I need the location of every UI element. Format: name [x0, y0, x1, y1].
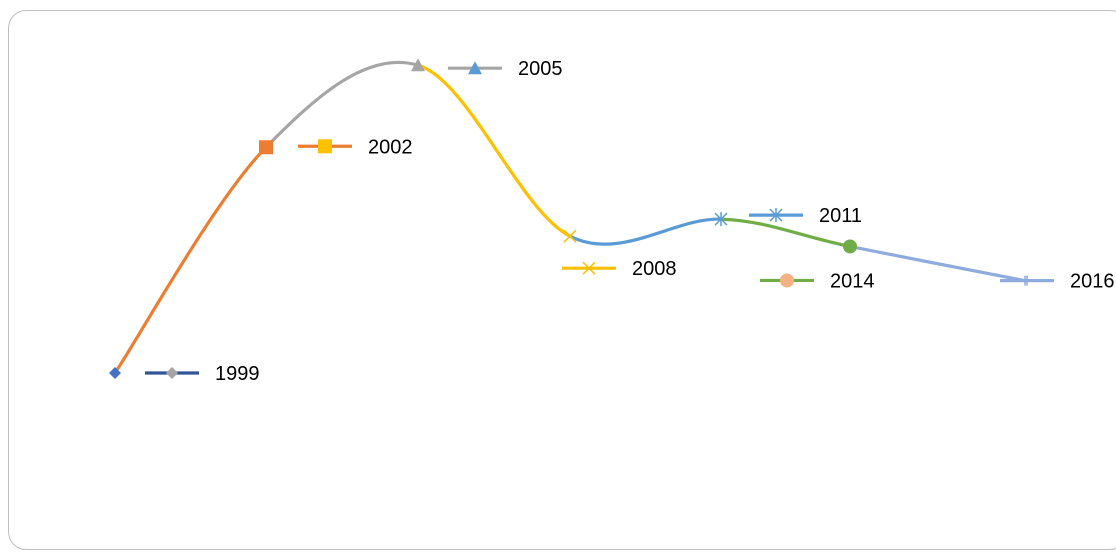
chart-frame	[8, 10, 1116, 550]
data-point-1999	[109, 367, 121, 379]
legend-marker-icon	[780, 273, 794, 288]
curve-segment-1999	[113, 145, 268, 375]
legend-entry-2008: 2008	[562, 258, 677, 280]
data-point-2005	[411, 58, 425, 72]
curve-segment-2011	[719, 217, 852, 249]
legend-entry-2005: 2005	[448, 58, 563, 80]
legend-marker-icon	[1022, 275, 1032, 286]
legend-label: 1999	[215, 363, 260, 385]
legend-label: 2008	[632, 258, 677, 280]
legend-entry-2002: 2002	[298, 136, 413, 158]
legend-entry-2016: 2016	[1000, 271, 1115, 293]
data-point-2011	[714, 212, 728, 227]
legend-marker-icon	[769, 208, 783, 223]
legend-marker-icon	[166, 367, 178, 379]
legend-label: 2002	[368, 136, 413, 158]
curve-segment-2008	[568, 217, 723, 246]
legend-entry-2014: 2014	[760, 270, 875, 292]
legend-label: 2005	[518, 58, 563, 80]
curve-segment-2002	[264, 60, 420, 149]
legend-marker-icon	[582, 261, 596, 275]
data-point-2014	[843, 239, 857, 254]
legend-entry-2011: 2011	[749, 205, 862, 227]
curve-segment-2005	[416, 63, 572, 238]
legend-label: 2016	[1070, 271, 1115, 293]
data-point-2008	[563, 229, 577, 243]
legend-entry-1999: 1999	[145, 363, 260, 385]
legend-marker-icon	[468, 61, 482, 75]
legend-label: 2011	[819, 205, 862, 227]
data-point-2002	[259, 140, 273, 155]
legend-label: 2014	[830, 270, 875, 292]
legend-marker-icon	[318, 139, 332, 154]
curve-segment-2014	[848, 244, 1027, 283]
